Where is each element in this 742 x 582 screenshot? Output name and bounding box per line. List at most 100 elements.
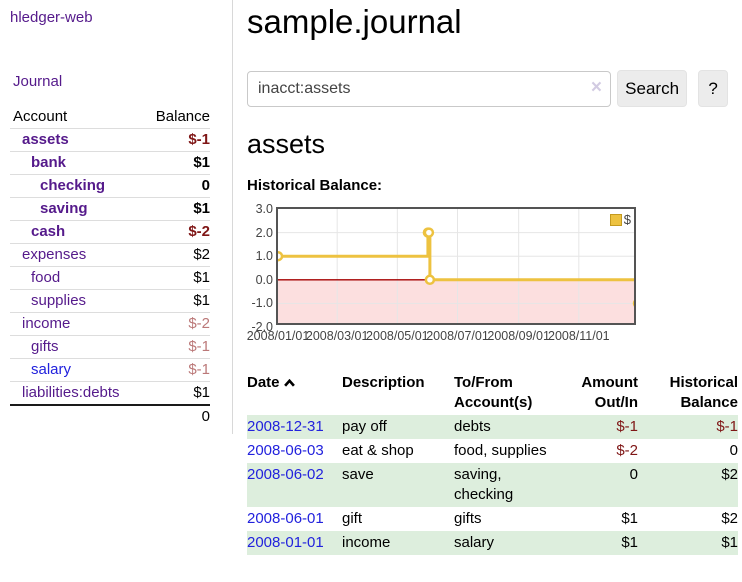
account-link[interactable]: income: [22, 315, 71, 332]
transaction-accounts: gifts: [454, 510, 482, 527]
accounts-total-balance: 0: [201, 408, 210, 425]
accounts-header-balance: Balance: [143, 106, 210, 129]
register-header-balance: Historical Balance: [669, 374, 738, 411]
account-row: saving $1: [10, 197, 210, 221]
account-link[interactable]: supplies: [31, 292, 87, 309]
brand-link[interactable]: hledger-web: [10, 9, 93, 26]
x-tick-label: 2008/03/01: [305, 329, 369, 343]
account-link[interactable]: assets: [22, 131, 69, 148]
accounts-total-row: 0: [10, 405, 210, 428]
transaction-amount: $1: [621, 534, 638, 551]
transaction-date-link[interactable]: 2008-06-03: [247, 442, 324, 459]
transaction-row: 2008-12-31 pay off debts $-1 $-1: [247, 415, 738, 439]
transaction-date-link[interactable]: 2008-01-01: [247, 534, 324, 551]
transaction-description: pay off: [342, 418, 387, 435]
account-row: supplies $1: [10, 289, 210, 313]
transaction-balance: $1: [721, 534, 738, 551]
transaction-accounts: debts: [454, 418, 491, 435]
transaction-balance: $2: [721, 510, 738, 527]
account-row: food $1: [10, 266, 210, 290]
account-balance: $1: [143, 266, 210, 290]
main-content: sample.journal × Search ? assets Histori…: [233, 0, 738, 555]
y-tick-label: 1.0: [255, 249, 273, 264]
account-balance: $-1: [143, 128, 210, 152]
chart-title: Historical Balance:: [247, 177, 383, 194]
clear-search-icon[interactable]: ×: [590, 76, 602, 98]
account-balance: $-2: [143, 312, 210, 336]
transaction-balance: $-1: [716, 418, 738, 435]
account-balance: $1: [143, 151, 210, 175]
x-tick-label: 2008/11/01: [547, 329, 610, 343]
account-balance: $2: [143, 243, 210, 267]
page-title: sample.journal: [247, 3, 462, 40]
chart-plot-area[interactable]: $: [276, 207, 636, 325]
x-tick-label: 2008/09/01: [487, 329, 550, 343]
transaction-amount: $-1: [616, 418, 638, 435]
account-link[interactable]: expenses: [22, 246, 87, 263]
account-link[interactable]: liabilities:debts: [22, 384, 120, 401]
transaction-accounts: salary: [454, 534, 495, 551]
register-header-description: Description: [342, 374, 425, 391]
transaction-date-link[interactable]: 2008-12-31: [247, 418, 324, 435]
account-row: income $-2: [10, 312, 210, 336]
account-link[interactable]: cash: [31, 223, 66, 240]
account-row: salary $-1: [10, 358, 210, 382]
account-row: assets $-1: [10, 128, 210, 152]
register-header-accounts: To/From Account(s): [454, 374, 533, 411]
transaction-balance: $2: [721, 466, 738, 483]
transaction-date-link[interactable]: 2008-06-02: [247, 466, 324, 483]
register-header-row: Date Description To/From Account(s) Amou…: [247, 371, 738, 415]
accounts-table: Account Balance assets $-1 bank $1 checking 0…: [10, 106, 210, 428]
transaction-date-link[interactable]: 2008-06-01: [247, 510, 324, 527]
chart-legend: $: [609, 212, 631, 227]
x-tick-label: 2008/07/01: [426, 329, 489, 343]
y-tick-label: -1.0: [251, 296, 273, 311]
y-tick-label: 3.0: [255, 202, 273, 216]
account-balance: $1: [143, 197, 210, 221]
y-tick-label: -2.0: [251, 320, 273, 334]
account-balance: $-1: [143, 335, 210, 359]
search-input[interactable]: [247, 70, 611, 107]
transaction-row: 2008-06-01 gift gifts $1 $2: [247, 507, 738, 531]
register-table: Date Description To/From Account(s) Amou…: [247, 371, 738, 555]
x-tick-label: 2008/05/01: [366, 329, 429, 343]
transaction-amount: 0: [629, 466, 638, 483]
register-header-amount: Amount Out/In: [581, 374, 638, 411]
accounts-header-row: Account Balance: [10, 106, 210, 129]
account-link[interactable]: food: [31, 269, 61, 286]
account-link[interactable]: saving: [40, 200, 88, 217]
account-link[interactable]: salary: [31, 361, 72, 378]
series-label: $: [623, 212, 631, 227]
transaction-amount: $-2: [616, 442, 638, 459]
transaction-balance: 0: [729, 442, 738, 459]
sort-ascending-icon: [283, 378, 295, 387]
account-link[interactable]: gifts: [31, 338, 59, 355]
search-button[interactable]: Search: [617, 70, 688, 107]
transaction-accounts: saving, checking: [454, 466, 514, 503]
y-tick-label: 2.0: [255, 225, 273, 240]
account-balance: $-2: [143, 220, 210, 244]
account-balance: $1: [143, 289, 210, 313]
transaction-description: eat & shop: [342, 442, 414, 459]
account-row: expenses $2: [10, 243, 210, 267]
account-balance: 0: [143, 174, 210, 198]
account-link[interactable]: bank: [31, 154, 67, 171]
account-balance: $1: [143, 381, 210, 406]
sidebar: hledger-web Journal Account Balance asse…: [0, 0, 233, 434]
search-form: × Search ?: [247, 70, 728, 107]
transaction-amount: $1: [621, 510, 638, 527]
register-header-date[interactable]: Date: [247, 371, 342, 415]
x-tick-label: 2008/01/01: [246, 329, 310, 343]
account-link[interactable]: checking: [40, 177, 106, 194]
transaction-accounts: food, supplies: [454, 442, 547, 459]
balance-line-series: [278, 209, 634, 323]
account-row: gifts $-1: [10, 335, 210, 359]
accounts-header-account: Account: [10, 106, 144, 129]
transaction-row: 2008-06-02 save saving, checking 0 $2: [247, 463, 738, 507]
transaction-row: 2008-06-03 eat & shop food, supplies $-2 0: [247, 439, 738, 463]
y-tick-label: 0.0: [255, 272, 273, 287]
historical-balance-chart: 3.0 2.0 1.0 0.0 -1.0 -2.0 $ 2008/01/01 2008/03…: [246, 202, 728, 351]
sidebar-item-journal[interactable]: Journal: [13, 73, 63, 90]
transaction-description: save: [342, 466, 374, 483]
help-button[interactable]: ?: [698, 70, 728, 107]
